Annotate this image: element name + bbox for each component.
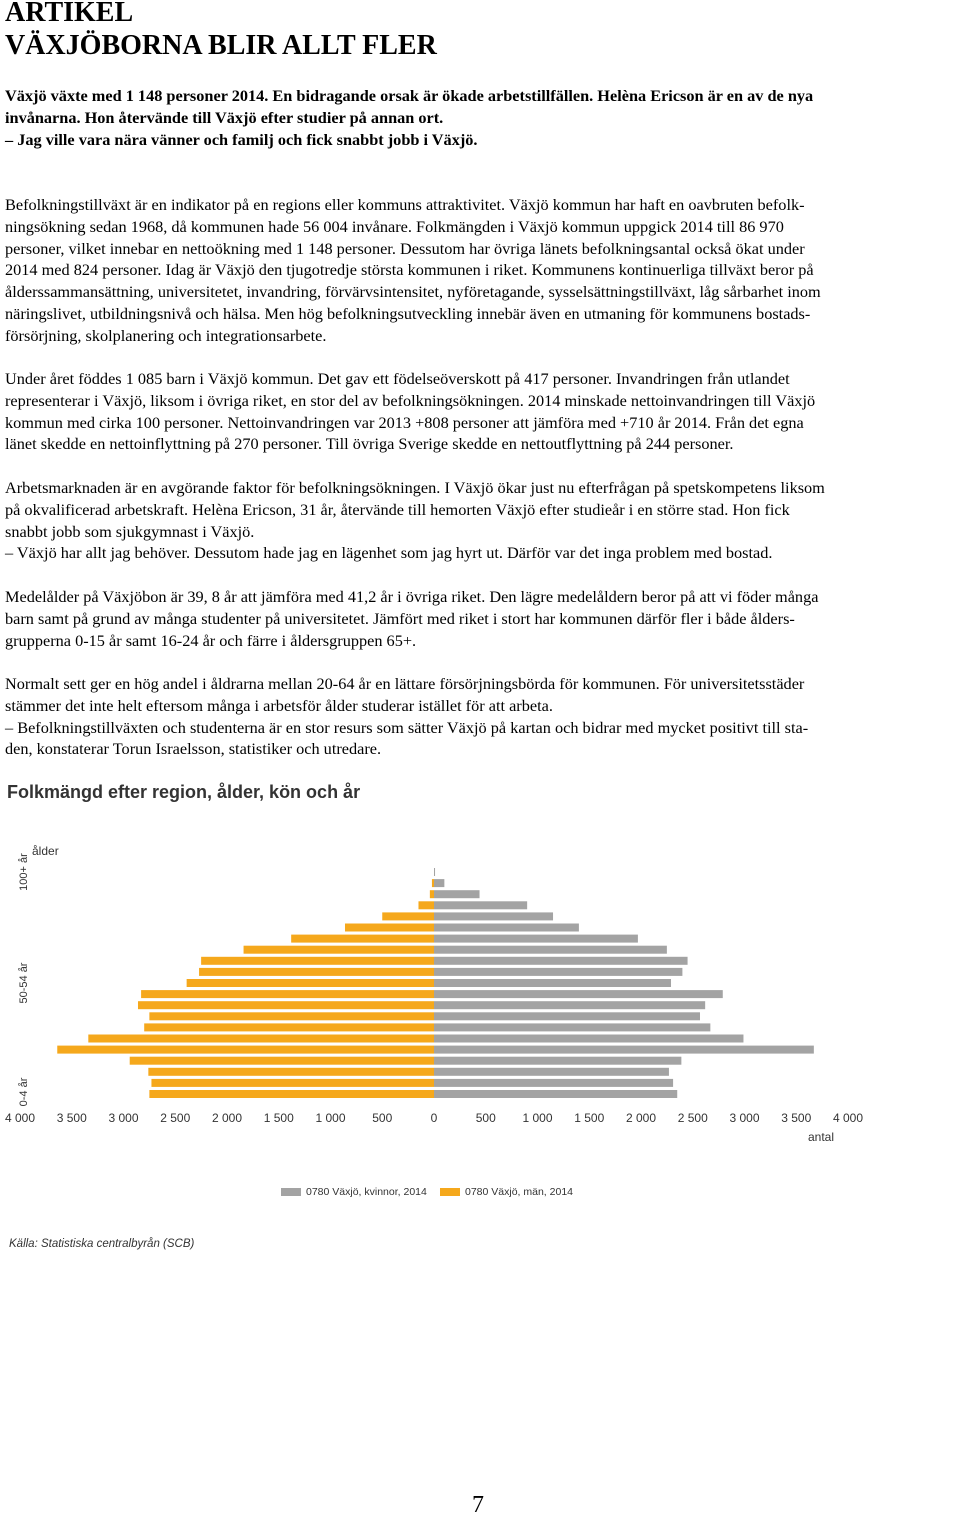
text-line: på okvalificerad arbetskraft. Helèna Eri…: [5, 499, 790, 519]
x-tick-label: 1 000: [315, 1111, 345, 1125]
text-line: snabbt jobb som sjukgymnast i Växjö.: [5, 521, 255, 541]
bar: [434, 890, 480, 899]
x-tick-label: 4 000: [833, 1111, 863, 1125]
text-line: invånarna. Hon återvände till Växjö efte…: [5, 107, 444, 127]
x-tick-label: 2 500: [678, 1111, 708, 1125]
text-line: ningsökning sedan 1968, då kommunen hade…: [5, 216, 784, 236]
bar: [434, 967, 683, 976]
x-tick-label: 1 000: [522, 1111, 552, 1125]
bar: [243, 945, 434, 954]
text-line: personer, vilket innebar en nettoökning …: [5, 238, 805, 258]
bar: [344, 923, 434, 932]
text-line: Befolkningstillväxt är en indikator på e…: [5, 195, 805, 214]
bar: [141, 990, 434, 999]
bar: [149, 1090, 434, 1098]
text-line: Medelålder på Växjöbon är 39, 8 år att j…: [5, 587, 819, 606]
text-line: stämmer det inte helt eftersom många i a…: [5, 695, 553, 715]
x-tick-label: 3 500: [57, 1111, 87, 1125]
x-tick-label: 1 500: [574, 1111, 604, 1125]
text-line: barn samt på grund av många studenter på…: [5, 608, 795, 628]
text-line: 2014 med 824 personer. Idag är Växjö den…: [5, 260, 814, 280]
legend-label: 0780 Växjö, män, 2014: [465, 1186, 573, 1198]
page-number: 7: [472, 1492, 484, 1517]
bar: [434, 1012, 700, 1021]
bar: [434, 934, 638, 943]
text-line: kommun med cirka 100 personer. Nettoinva…: [5, 412, 804, 432]
x-tick-label: 3 500: [781, 1111, 811, 1125]
text-line: Normalt sett ger en hög andel i åldrarna…: [5, 674, 805, 693]
y-tick-label: 50-54 år: [18, 962, 30, 1003]
bar: [382, 912, 434, 921]
bar: [434, 868, 436, 876]
text-line: representerar i Växjö, liksom i övriga r…: [5, 390, 816, 410]
bar: [434, 912, 554, 921]
bar: [429, 890, 434, 899]
bar: [199, 967, 434, 976]
bar: [434, 923, 579, 932]
bar: [57, 1045, 434, 1054]
bar: [434, 1078, 674, 1087]
bar: [434, 1056, 682, 1065]
x-tick-label: 3 000: [729, 1111, 759, 1125]
x-tick-label: 2 000: [212, 1111, 242, 1125]
bar: [186, 979, 434, 987]
x-tick-label: 2 000: [626, 1111, 656, 1125]
bar: [148, 1067, 434, 1076]
x-tick-label: 500: [476, 1111, 496, 1125]
bar: [434, 901, 528, 910]
text-line: – Befolkningstillväxten och studenterna …: [5, 717, 809, 737]
x-tick-label: 2 500: [160, 1111, 190, 1125]
bar: [434, 1034, 744, 1043]
chart-title: Folkmängd efter region, ålder, kön och å…: [7, 782, 360, 802]
text-line: Under året föddes 1 085 barn i Växjö kom…: [5, 369, 790, 388]
bar: [201, 956, 434, 965]
x-tick-label: 4 000: [5, 1111, 35, 1125]
bar: [434, 990, 723, 999]
bar: [88, 1034, 434, 1043]
text-line: länet skedde en nettoinflyttning på 270 …: [5, 434, 734, 454]
bar: [144, 1023, 434, 1032]
y-tick-label: 100+ år: [18, 853, 30, 891]
text-line: näringslivet, utbildningsnivå och hälsa.…: [5, 304, 811, 323]
text-line: försörjning, skolplanering och integrati…: [5, 325, 327, 345]
text-line: grupperna 0-15 år samt 16-24 år och färr…: [5, 630, 417, 650]
bar: [434, 879, 445, 888]
header-label: ARTIKEL: [5, 0, 134, 28]
bar: [431, 879, 434, 888]
bar: [151, 1078, 434, 1087]
header-title: VÄXJÖBORNA BLIR ALLT FLER: [5, 30, 437, 61]
bar: [418, 901, 434, 910]
bar: [434, 979, 672, 987]
bar: [291, 934, 434, 943]
text-line: den, konstaterar Torun Israelsson, stati…: [5, 739, 382, 759]
bar: [129, 1056, 434, 1065]
y-axis-label: ålder: [32, 844, 59, 858]
text-line: Växjö växte med 1 148 personer 2014. En …: [5, 86, 814, 105]
y-tick-label: 0-4 år: [18, 1077, 30, 1106]
legend-swatch: [281, 1188, 301, 1196]
text-line: – Växjö har allt jag behöver. Dessutom h…: [5, 543, 773, 563]
legend-label: 0780 Växjö, kvinnor, 2014: [306, 1186, 427, 1198]
bar: [137, 1001, 435, 1010]
bar: [434, 1023, 711, 1032]
bar: [434, 1045, 814, 1054]
bar: [434, 1001, 706, 1010]
bar: [149, 1012, 434, 1021]
bar: [434, 1067, 669, 1076]
legend-swatch: [440, 1188, 460, 1196]
bar: [434, 945, 667, 954]
x-tick-label: 3 000: [108, 1111, 138, 1125]
bar: [434, 1090, 678, 1098]
x-tick-label: 1 500: [264, 1111, 294, 1125]
x-axis-label: antal: [808, 1130, 834, 1144]
x-tick-label: 500: [372, 1111, 392, 1125]
x-tick-label: 0: [431, 1111, 438, 1125]
text-line: – Jag ville vara nära vänner och familj …: [5, 129, 478, 149]
text-line: Arbetsmarknaden är en avgörande faktor f…: [5, 478, 825, 497]
text-line: ålderssammansättning, universitetet, inv…: [5, 282, 821, 302]
chart-source: Källa: Statistiska centralbyrån (SCB): [9, 1238, 195, 1250]
bar: [434, 956, 688, 965]
